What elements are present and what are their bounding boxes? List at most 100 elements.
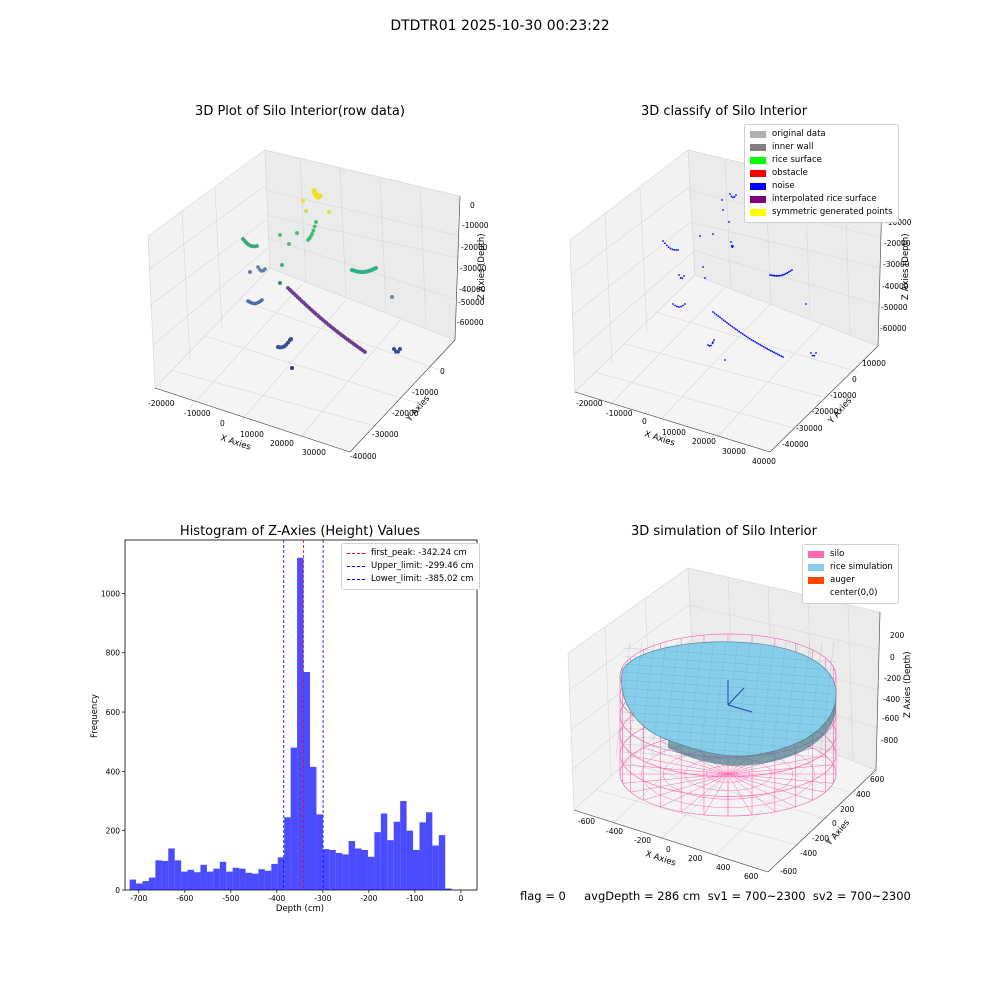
histogram-bar [387,840,394,890]
classify-y-tick: -40000 [782,440,809,449]
histogram-reference-lines [283,540,324,890]
raw-z-tick: -20000 [461,243,488,252]
legend-label: interpolated rice surface [772,194,877,204]
data-point [398,347,402,351]
histogram-bar [367,856,375,890]
noise-point [815,352,817,354]
raw-3d-axes [147,149,461,453]
noise-point [748,337,751,340]
noise-point [810,352,812,354]
classify-z-tick: -10000 [885,218,912,227]
histogram-bar [142,881,149,890]
data-point [280,263,284,267]
legend-swatch [750,131,766,138]
figure-title: DTDTR01 2025-10-30 00:23:22 [390,18,610,34]
histogram-bar [438,835,446,890]
noise-point [786,272,789,274]
silo-floor-spoke [643,773,729,801]
noise-point [805,303,807,305]
legend-entry: symmetric generated points [750,206,893,219]
noise-point [665,244,668,247]
noise-point [729,193,731,195]
rice-mesh-line [711,641,727,757]
rice-mesh-line [723,641,739,757]
legend-label: auger [830,575,855,585]
noise-point [764,346,767,349]
noise-point [733,327,735,329]
rice-mesh-line [621,647,837,663]
histogram-bar [232,867,240,890]
noise-point [780,274,782,277]
noise-point [722,319,725,322]
noise-point [708,344,711,347]
rice-mesh-line [651,641,667,757]
noise-point [678,274,680,276]
classify-z-tick: -50000 [881,303,908,312]
rice-mesh-line [663,641,679,757]
data-point [314,220,318,224]
noise-point [730,195,733,198]
x-tick-label: -100 [406,894,423,903]
histogram-bars [129,557,452,890]
silo-floor-spoke [727,773,776,813]
noise-point [722,209,724,211]
rice-mesh-line [819,641,835,757]
legend-label: Lower_limit: -385.02 cm [371,574,474,584]
y-tick-label: 400 [106,767,121,776]
noise-point [684,303,686,305]
noise-point [731,325,734,328]
classify-z-tick: -30000 [883,260,910,269]
simulation-x-tick: 600 [744,872,759,881]
legend-swatch [750,144,766,151]
noise-point [715,313,718,316]
rice-mesh-line [795,641,811,757]
histogram-bar [303,671,310,890]
rice-mesh-line [771,641,787,757]
rice-mesh-line [639,641,655,757]
noise-point [662,240,664,242]
x-tick-label: -500 [222,894,239,903]
noise-point [780,355,783,358]
histogram-bar [213,868,220,890]
noise-point [772,274,775,277]
noise-point [752,339,755,342]
legend-entry: obstacle [750,167,893,180]
noise-point [729,324,732,327]
noise-point [672,303,674,305]
noise-point [778,354,781,357]
data-point [287,242,291,246]
noise-point [741,333,744,335]
legend-label: obstacle [772,168,808,178]
histogram-bar [264,870,272,890]
y-tick-label: 200 [106,827,121,836]
raw-x-tick: 10000 [240,430,264,439]
histogram-bar [194,872,201,890]
legend-label: first_peak: -342.24 cm [371,548,467,558]
classify-y-tick: 0 [852,375,857,384]
noise-point [775,352,777,355]
noise-point [724,320,727,323]
silo-floor-spoke [630,773,729,793]
data-point [256,265,260,269]
histogram-title: Histogram of Z-Axies (Height) Values [179,524,421,539]
histogram-bar [129,879,137,890]
legend-entry: auger [808,574,893,587]
noise-point [813,354,816,357]
raw-y-tick: -20000 [392,409,419,418]
noise-point [778,274,781,277]
classify-plot-title: 3D classify of Silo Interior [640,104,808,119]
legend-swatch [750,183,766,190]
histogram-bar [161,860,169,890]
data-point [278,281,282,285]
x-tick-label: -300 [314,894,331,903]
rice-mesh-line [621,703,837,719]
classify-legend: original data inner wall rice surface obsta… [744,124,899,223]
noise-point [681,277,684,280]
raw-y-tick: -30000 [372,430,399,439]
silo-floor-spoke [622,773,729,784]
simulation-y-tick: -600 [780,867,797,876]
raw-z-axis-label: Z Axies (Depth) [477,233,487,300]
histogram-bar [406,830,414,890]
simulation-x-tick: -200 [634,836,651,845]
noise-point [712,233,714,235]
